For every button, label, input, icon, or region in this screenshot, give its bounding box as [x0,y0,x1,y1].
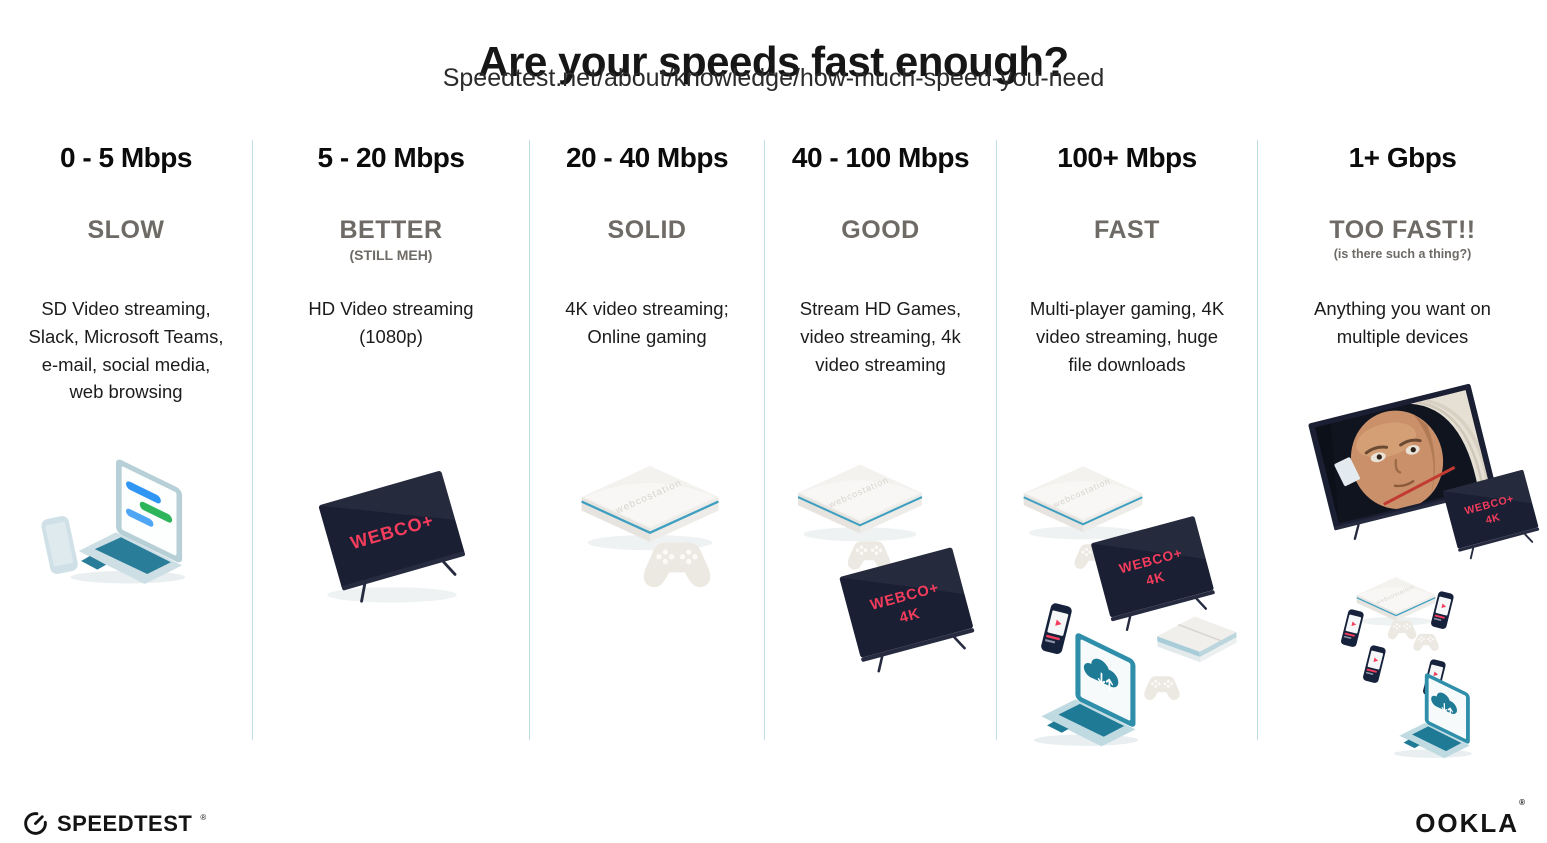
video-phone-icon [1040,602,1073,656]
speed-range: 100+ Mbps [1057,142,1197,173]
speed-column-40-100-mbps: 40 - 100 Mbps GOOD Stream HD Games, vide… [765,140,997,740]
ookla-logo: OOKLA® [1415,798,1527,839]
everything-illustration [1258,368,1547,783]
rating-label: SLOW [87,216,165,244]
ookla-trademark: ® [1519,798,1527,807]
hd-tv-illustration [311,450,473,617]
speed-range: 0 - 5 Mbps [60,142,192,173]
rating-label: BETTER [339,216,443,244]
speed-range: 20 - 40 Mbps [565,142,729,173]
console-and-4k-tv-illustration [781,443,981,693]
speed-column-0-5-mbps: 0 - 5 Mbps SLOW SD Video streaming, Slac… [0,140,253,740]
speed-range: 5 - 20 Mbps [317,142,465,173]
speedtest-trademark: ® [200,813,207,822]
use-case-description: HD Video streaming (1080p) [308,298,474,347]
rating-label: FAST [1094,216,1160,244]
speed-column-100-plus-mbps: 100+ Mbps FAST Multi-player gaming, 4K v… [997,140,1258,748]
cloud-laptop-icon [1393,671,1473,759]
speed-range: 1+ Gbps [1348,142,1457,173]
speed-gauge-icon [24,812,47,835]
speed-range: 40 - 100 Mbps [791,142,970,173]
rating-label: SOLID [607,216,687,244]
use-case-description: Stream HD Games, video streaming, 4k vid… [799,298,962,375]
game-console-icon [1022,465,1144,541]
ookla-wordmark: OOKLA [1415,808,1520,838]
laptop-and-phone-illustration [8,455,243,640]
page-subtitle-url: Speedtest.net/about/knowledge/how-much-s… [442,64,1105,92]
rating-note: (STILL MEH) [349,247,433,263]
use-case-description: Multi-player gaming, 4K video streaming,… [1029,298,1225,375]
game-console-illustration [568,455,768,620]
use-case-description: 4K video streaming; Online gaming [565,298,729,347]
tv-icon [316,468,472,607]
speed-column-1-plus-gbps: 1+ Gbps TOO FAST!! (is there such a thin… [1258,140,1547,759]
game-console-icon [796,463,924,543]
use-case-description: SD Video streaming, Slack, Microsoft Tea… [28,298,224,403]
rating-note: (is there such a thing?) [1333,247,1472,261]
video-phone-icon [1340,608,1365,648]
video-phone-icon-3 [1362,644,1387,684]
phone-light-icon [41,516,78,575]
multi-device-illustration [1013,443,1258,788]
page-title: Are your speeds fast enough? [478,38,1069,86]
speedtest-logo: SPEEDTEST ® [22,810,206,837]
speedtest-wordmark: SPEEDTEST [57,810,193,836]
rating-label: GOOD [841,216,920,244]
rating-label: TOO FAST!! [1329,216,1476,244]
speed-tier-columns: 0 - 5 Mbps SLOW SD Video streaming, Slac… [0,140,1547,759]
game-console-icon [580,464,720,552]
gamepad-icon-2 [1144,676,1180,701]
slim-console-icon [1155,613,1239,666]
speed-column-5-20-mbps: 5 - 20 Mbps BETTER (STILL MEH) HD Video … [253,140,530,740]
game-console-icon [1356,576,1436,627]
chat-laptop-icon [70,457,186,585]
gamepad-icon-2 [1413,633,1439,651]
use-case-description: Anything you want on multiple devices [1314,298,1491,347]
speed-column-20-40-mbps: 20 - 40 Mbps SOLID 4K video streaming; O… [530,140,765,740]
